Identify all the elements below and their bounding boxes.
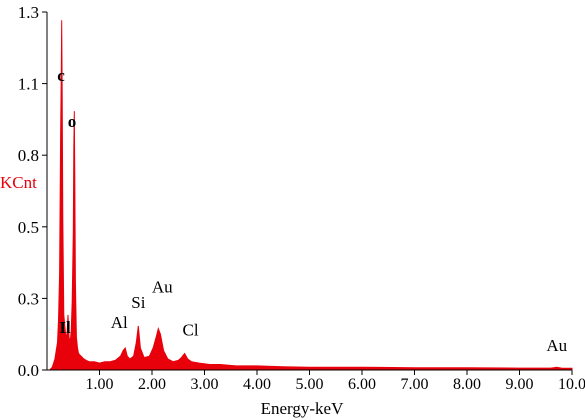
x-tick-label: 9.00	[506, 376, 534, 393]
x-tick-label: 5.00	[296, 376, 324, 393]
y-tick-label: 0.0	[18, 361, 39, 380]
x-tick-label: 6.00	[348, 376, 376, 393]
peak-label-cl-6: Cl	[183, 320, 199, 339]
spectrum-area	[48, 20, 573, 371]
peak-label-c-0: c	[57, 66, 65, 85]
peak-label-au-7: Au	[546, 336, 567, 355]
peak-label-il-2: Il	[59, 318, 71, 337]
peak-label-o-1: o	[68, 112, 77, 131]
x-tick-label: 4.00	[243, 376, 271, 393]
y-tick-label: 1.3	[18, 3, 39, 22]
y-tick-label: 1.1	[18, 75, 39, 94]
peak-label-al-3: Al	[111, 313, 128, 332]
y-tick-label: 0.8	[18, 146, 39, 165]
y-tick-label: 0.3	[18, 289, 39, 308]
x-tick-label: 2.00	[138, 376, 166, 393]
x-tick-label: 7.00	[401, 376, 429, 393]
x-tick-label: 10.0	[558, 376, 585, 393]
peak-label-au-5: Au	[152, 278, 173, 297]
plot-area	[48, 20, 573, 371]
peak-label-si-4: Si	[131, 293, 145, 312]
x-tick-label: 3.00	[191, 376, 219, 393]
y-axis-label: KCnt	[0, 173, 37, 192]
y-tick-label: 0.5	[18, 218, 39, 237]
x-axis-ticks: 1.00 2.00 3.00 4.00 5.00 6.00 7.00 8.00 9.00 10.0	[86, 370, 585, 393]
x-axis-label: Energy-keV	[261, 399, 344, 418]
x-tick-label: 1.00	[86, 376, 114, 393]
x-tick-label: 8.00	[453, 376, 481, 393]
y-axis-ticks: 0.0 0.3 0.5 0.8 1.1 1.3	[18, 3, 47, 380]
